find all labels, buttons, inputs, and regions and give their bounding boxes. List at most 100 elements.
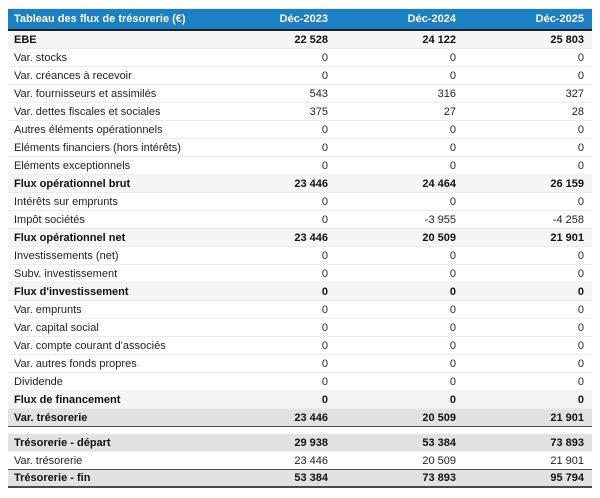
column-header-dec-2025: Déc-2025 bbox=[535, 13, 584, 25]
row-label: Eléments financiers (hors intérêts) bbox=[14, 141, 181, 154]
row-label: Var. capital social bbox=[14, 321, 99, 334]
cell-value: 0 bbox=[321, 285, 328, 298]
column-header-dec-2023: Déc-2023 bbox=[279, 13, 328, 25]
cell-value: 0 bbox=[577, 51, 584, 64]
section-divider bbox=[8, 427, 592, 434]
table-row: Autres éléments opérationnels 0 0 0 bbox=[8, 121, 592, 139]
cell-value: 0 bbox=[449, 393, 456, 406]
cell-value: 0 bbox=[321, 123, 328, 136]
row-label: Intérêts sur emprunts bbox=[14, 195, 118, 208]
row-label: Trésorerie - fin bbox=[14, 472, 91, 484]
cell-value: 0 bbox=[577, 375, 584, 388]
row-label: Flux d'investissement bbox=[14, 285, 129, 298]
cell-value: 23 446 bbox=[294, 411, 328, 424]
cell-value: 0 bbox=[577, 159, 584, 172]
cell-value: 53 384 bbox=[294, 472, 328, 484]
cell-value: 0 bbox=[321, 213, 328, 226]
table-body: EBE 22 528 24 122 25 803 Var. stocks 0 0 0 Var. … bbox=[8, 31, 592, 488]
table-row: EBE 22 528 24 122 25 803 bbox=[8, 31, 592, 49]
cell-value: 0 bbox=[577, 285, 584, 298]
cell-value: 0 bbox=[577, 321, 584, 334]
cell-value: 20 509 bbox=[422, 231, 456, 244]
cell-value: 327 bbox=[565, 87, 584, 100]
cell-value: 0 bbox=[321, 159, 328, 172]
row-label: EBE bbox=[14, 33, 37, 46]
cell-value: 24 464 bbox=[422, 177, 456, 190]
cell-value: 28 bbox=[571, 105, 584, 118]
cell-value: 0 bbox=[449, 339, 456, 352]
table-header-row: Tableau des flux de trésorerie (€) Déc-2… bbox=[8, 9, 592, 31]
cash-flow-table: Tableau des flux de trésorerie (€) Déc-2… bbox=[8, 8, 592, 488]
row-label: Var. dettes fiscales et sociales bbox=[14, 105, 161, 118]
row-label: Var. autres fonds propres bbox=[14, 357, 137, 370]
row-label: Autres éléments opérationnels bbox=[14, 123, 163, 136]
cell-value: 0 bbox=[577, 357, 584, 370]
column-header-dec-2024: Déc-2024 bbox=[407, 13, 456, 25]
row-label: Trésorerie - départ bbox=[14, 436, 111, 449]
row-label: Flux opérationnel brut bbox=[14, 177, 131, 190]
cell-value: 0 bbox=[449, 285, 456, 298]
row-label: Var. trésorerie bbox=[14, 411, 88, 424]
row-label: Var. stocks bbox=[14, 51, 67, 64]
cell-value: 0 bbox=[449, 357, 456, 370]
row-label: Var. fournisseurs et assimilés bbox=[14, 87, 157, 100]
cell-value: 0 bbox=[449, 267, 456, 280]
row-label: Flux opérationnel net bbox=[14, 231, 126, 244]
cell-value: 0 bbox=[321, 303, 328, 316]
cell-value: 29 938 bbox=[294, 436, 328, 449]
cell-value: 0 bbox=[449, 69, 456, 82]
cell-value: 0 bbox=[577, 249, 584, 262]
cell-value: 375 bbox=[309, 105, 328, 118]
table-row: Subv. investissement 0 0 0 bbox=[8, 265, 592, 283]
table-row: Var. créances à recevoir 0 0 0 bbox=[8, 67, 592, 85]
row-label: Var. créances à recevoir bbox=[14, 69, 132, 82]
table-row: Eléments exceptionnels 0 0 0 bbox=[8, 157, 592, 175]
row-label: Subv. investissement bbox=[14, 267, 118, 280]
cell-value: 0 bbox=[577, 303, 584, 316]
cell-value: 24 122 bbox=[422, 33, 456, 46]
cell-value: 21 901 bbox=[550, 231, 584, 244]
table-row: Trésorerie - fin 53 384 73 893 95 794 bbox=[8, 470, 592, 488]
cell-value: 20 509 bbox=[422, 454, 456, 467]
cell-value: 0 bbox=[321, 141, 328, 154]
row-label: Var. compte courant d'associés bbox=[14, 339, 166, 352]
table-row: Var. emprunts 0 0 0 bbox=[8, 301, 592, 319]
table-row: Flux d'investissement 0 0 0 bbox=[8, 283, 592, 301]
cell-value: 0 bbox=[449, 321, 456, 334]
cell-value: 0 bbox=[577, 393, 584, 406]
cell-value: 0 bbox=[321, 321, 328, 334]
cell-value: 0 bbox=[321, 375, 328, 388]
cell-value: 0 bbox=[449, 375, 456, 388]
cell-value: 316 bbox=[437, 87, 456, 100]
cell-value: 23 446 bbox=[294, 231, 328, 244]
cell-value: 21 901 bbox=[550, 411, 584, 424]
cell-value: 73 893 bbox=[422, 472, 456, 484]
row-label: Var. trésorerie bbox=[14, 454, 83, 467]
cell-value: 53 384 bbox=[422, 436, 456, 449]
row-label: Eléments exceptionnels bbox=[14, 159, 131, 172]
row-label: Investissements (net) bbox=[14, 249, 119, 262]
cell-value: 27 bbox=[443, 105, 456, 118]
cell-value: 0 bbox=[449, 51, 456, 64]
cell-value: 23 446 bbox=[294, 454, 328, 467]
cell-value: 0 bbox=[577, 339, 584, 352]
table-section: EBE 22 528 24 122 25 803 Var. stocks 0 0 0 Var. … bbox=[8, 31, 592, 427]
table-row: Dividende 0 0 0 bbox=[8, 373, 592, 391]
table-row: Flux opérationnel brut 23 446 24 464 26 159 bbox=[8, 175, 592, 193]
cell-value: 95 794 bbox=[550, 472, 584, 484]
cell-value: 0 bbox=[321, 249, 328, 262]
cell-value: 0 bbox=[321, 69, 328, 82]
cell-value: -4 258 bbox=[552, 213, 584, 226]
row-label: Dividende bbox=[14, 375, 63, 388]
cell-value: 22 528 bbox=[294, 33, 328, 46]
cell-value: 0 bbox=[321, 267, 328, 280]
cell-value: 0 bbox=[449, 159, 456, 172]
row-label: Flux de financement bbox=[14, 393, 121, 406]
cell-value: 0 bbox=[577, 123, 584, 136]
cell-value: 26 159 bbox=[550, 177, 584, 190]
cell-value: 0 bbox=[321, 393, 328, 406]
cell-value: 0 bbox=[577, 267, 584, 280]
cell-value: 20 509 bbox=[422, 411, 456, 424]
cell-value: -3 955 bbox=[424, 213, 456, 226]
